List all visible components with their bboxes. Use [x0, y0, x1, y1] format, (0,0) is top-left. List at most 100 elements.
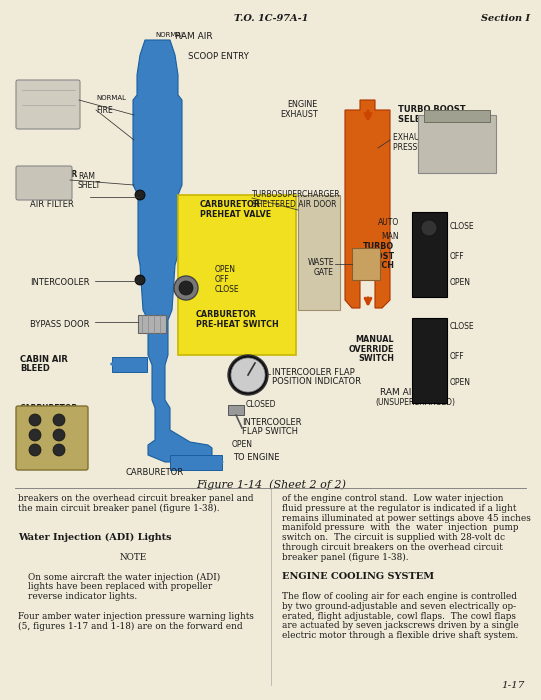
- Text: erated, flight adjustable, cowl flaps.  The cowl flaps: erated, flight adjustable, cowl flaps. T…: [282, 612, 516, 621]
- Polygon shape: [345, 100, 390, 308]
- Text: ENGINE COOLING SYSTEM: ENGINE COOLING SYSTEM: [282, 573, 434, 582]
- Text: Section I: Section I: [481, 14, 530, 23]
- Text: CLOSED: CLOSED: [246, 400, 276, 409]
- Text: NOTE: NOTE: [120, 553, 147, 562]
- FancyBboxPatch shape: [16, 406, 88, 470]
- Text: by two ground-adjustable and seven electrically op-: by two ground-adjustable and seven elect…: [282, 602, 516, 611]
- Text: RAM AIR: RAM AIR: [175, 32, 213, 41]
- Text: electric motor through a flexible drive shaft system.: electric motor through a flexible drive …: [282, 631, 518, 640]
- Circle shape: [179, 281, 193, 295]
- Text: ENGINE
EXHAUST: ENGINE EXHAUST: [280, 100, 318, 119]
- Text: WASTE
GATE: WASTE GATE: [307, 258, 334, 276]
- Text: OPEN: OPEN: [450, 378, 471, 387]
- Text: CARBURETOR: CARBURETOR: [20, 170, 78, 179]
- Text: AUTO: AUTO: [378, 218, 399, 227]
- Text: switch on.  The circuit is supplied with 28-volt dc: switch on. The circuit is supplied with …: [282, 533, 505, 542]
- FancyBboxPatch shape: [170, 455, 222, 470]
- Circle shape: [228, 355, 268, 395]
- Text: OPEN: OPEN: [232, 440, 253, 449]
- FancyBboxPatch shape: [418, 115, 496, 173]
- Text: manifold pressure  with  the  water  injection  pump: manifold pressure with the water injecti…: [282, 524, 518, 533]
- FancyBboxPatch shape: [16, 80, 80, 129]
- FancyBboxPatch shape: [412, 318, 447, 403]
- Text: reverse indicator lights.: reverse indicator lights.: [28, 592, 137, 601]
- Text: CARBURETOR
PREHEAT VALVE: CARBURETOR PREHEAT VALVE: [200, 200, 271, 218]
- Text: SHELTERED AIR DOOR: SHELTERED AIR DOOR: [252, 200, 337, 209]
- Circle shape: [29, 429, 41, 441]
- FancyBboxPatch shape: [16, 166, 72, 200]
- FancyBboxPatch shape: [178, 195, 296, 355]
- Text: AIR TEMP: AIR TEMP: [20, 413, 61, 422]
- Text: CLOSE: CLOSE: [450, 322, 474, 331]
- Polygon shape: [133, 40, 212, 462]
- Text: TURBO BOOST
SELECTOR LEVER: TURBO BOOST SELECTOR LEVER: [398, 105, 478, 124]
- Text: FIRE: FIRE: [96, 106, 113, 115]
- Text: OFF: OFF: [215, 275, 229, 284]
- Circle shape: [231, 358, 265, 392]
- Text: The flow of cooling air for each engine is controlled: The flow of cooling air for each engine …: [282, 592, 517, 601]
- Circle shape: [53, 429, 65, 441]
- Text: CABIN AIR: CABIN AIR: [20, 355, 68, 364]
- Text: On some aircraft the water injection (ADI): On some aircraft the water injection (AD…: [28, 573, 220, 582]
- FancyBboxPatch shape: [138, 315, 166, 333]
- Text: AIR FILTER: AIR FILTER: [30, 200, 74, 209]
- Text: OPEN: OPEN: [450, 278, 471, 287]
- Text: the main circuit breaker panel (figure 1-38).: the main circuit breaker panel (figure 1…: [18, 504, 220, 513]
- Text: AIR SWITCH: AIR SWITCH: [20, 179, 71, 188]
- Text: MAN: MAN: [381, 232, 399, 241]
- Text: POSITION INDICATOR: POSITION INDICATOR: [272, 377, 361, 386]
- Text: breakers on the overhead circuit breaker panel and: breakers on the overhead circuit breaker…: [18, 494, 254, 503]
- Text: BLEED: BLEED: [20, 364, 50, 373]
- Text: Four amber water injection pressure warning lights: Four amber water injection pressure warn…: [18, 612, 254, 621]
- Circle shape: [135, 190, 145, 200]
- FancyBboxPatch shape: [412, 212, 447, 297]
- Text: SHELT: SHELT: [78, 181, 101, 190]
- Text: OFF: OFF: [450, 252, 465, 261]
- Text: INTERCOOLER: INTERCOOLER: [242, 418, 301, 427]
- Text: (UNSUPERCHARGED): (UNSUPERCHARGED): [375, 398, 455, 407]
- Text: INTERCOOLER FLAP: INTERCOOLER FLAP: [272, 368, 355, 377]
- Text: 1-17: 1-17: [502, 681, 525, 690]
- Circle shape: [421, 220, 437, 236]
- Text: lights have been replaced with propeller: lights have been replaced with propeller: [28, 582, 212, 592]
- Circle shape: [135, 275, 145, 285]
- Text: are actuated by seven jackscrews driven by a single: are actuated by seven jackscrews driven …: [282, 622, 519, 631]
- Text: BYPASS DOOR: BYPASS DOOR: [30, 320, 89, 329]
- Text: breaker panel (figure 1-38).: breaker panel (figure 1-38).: [282, 553, 408, 562]
- FancyBboxPatch shape: [352, 248, 380, 280]
- Text: (5, figures 1-17 and 1-18) are on the forward end: (5, figures 1-17 and 1-18) are on the fo…: [18, 622, 242, 631]
- Circle shape: [29, 414, 41, 426]
- Text: TURBOSUPERCHARGER: TURBOSUPERCHARGER: [252, 190, 341, 199]
- FancyBboxPatch shape: [112, 357, 147, 372]
- Text: NORMAL: NORMAL: [155, 32, 185, 38]
- Text: RAM: RAM: [78, 172, 95, 181]
- Text: NORMAL: NORMAL: [96, 95, 126, 101]
- Text: INTERCOOLER: INTERCOOLER: [30, 278, 89, 287]
- Text: GAGE: GAGE: [20, 422, 44, 431]
- Text: TO ENGINE: TO ENGINE: [233, 453, 280, 462]
- Text: FIRE: FIRE: [20, 84, 41, 93]
- Text: TURBO
BOOST
SWITCH: TURBO BOOST SWITCH: [358, 242, 394, 270]
- Text: OPEN: OPEN: [215, 265, 236, 274]
- Text: EXHAUST BACK
PRESSURE SWITCH: EXHAUST BACK PRESSURE SWITCH: [393, 133, 465, 152]
- Text: remains illuminated at power settings above 45 inches: remains illuminated at power settings ab…: [282, 514, 531, 523]
- Text: Figure 1-14  (Sheet 2 of 2): Figure 1-14 (Sheet 2 of 2): [196, 479, 346, 489]
- Text: T.O. 1C-97A-1: T.O. 1C-97A-1: [234, 14, 308, 23]
- Text: fluid pressure at the regulator is indicated if a light: fluid pressure at the regulator is indic…: [282, 504, 516, 513]
- Circle shape: [29, 444, 41, 456]
- Text: MANUAL
OVERRIDE
SWITCH: MANUAL OVERRIDE SWITCH: [348, 335, 394, 363]
- Circle shape: [174, 276, 198, 300]
- Text: CLOSE: CLOSE: [215, 285, 240, 294]
- Text: CARBURETOR: CARBURETOR: [20, 404, 78, 413]
- Circle shape: [53, 444, 65, 456]
- FancyBboxPatch shape: [228, 405, 244, 415]
- Text: Water Injection (ADI) Lights: Water Injection (ADI) Lights: [18, 533, 171, 542]
- Text: FLAP SWITCH: FLAP SWITCH: [242, 427, 298, 436]
- FancyBboxPatch shape: [298, 195, 340, 310]
- Text: SWITCH: SWITCH: [20, 93, 57, 102]
- Text: SCOOP ENTRY: SCOOP ENTRY: [188, 52, 249, 61]
- Text: CARBURETOR
PRE-HEAT SWITCH: CARBURETOR PRE-HEAT SWITCH: [196, 310, 279, 329]
- Text: of the engine control stand.  Low water injection: of the engine control stand. Low water i…: [282, 494, 504, 503]
- Text: RAM AIR: RAM AIR: [380, 388, 418, 397]
- Text: through circuit breakers on the overhead circuit: through circuit breakers on the overhead…: [282, 543, 503, 552]
